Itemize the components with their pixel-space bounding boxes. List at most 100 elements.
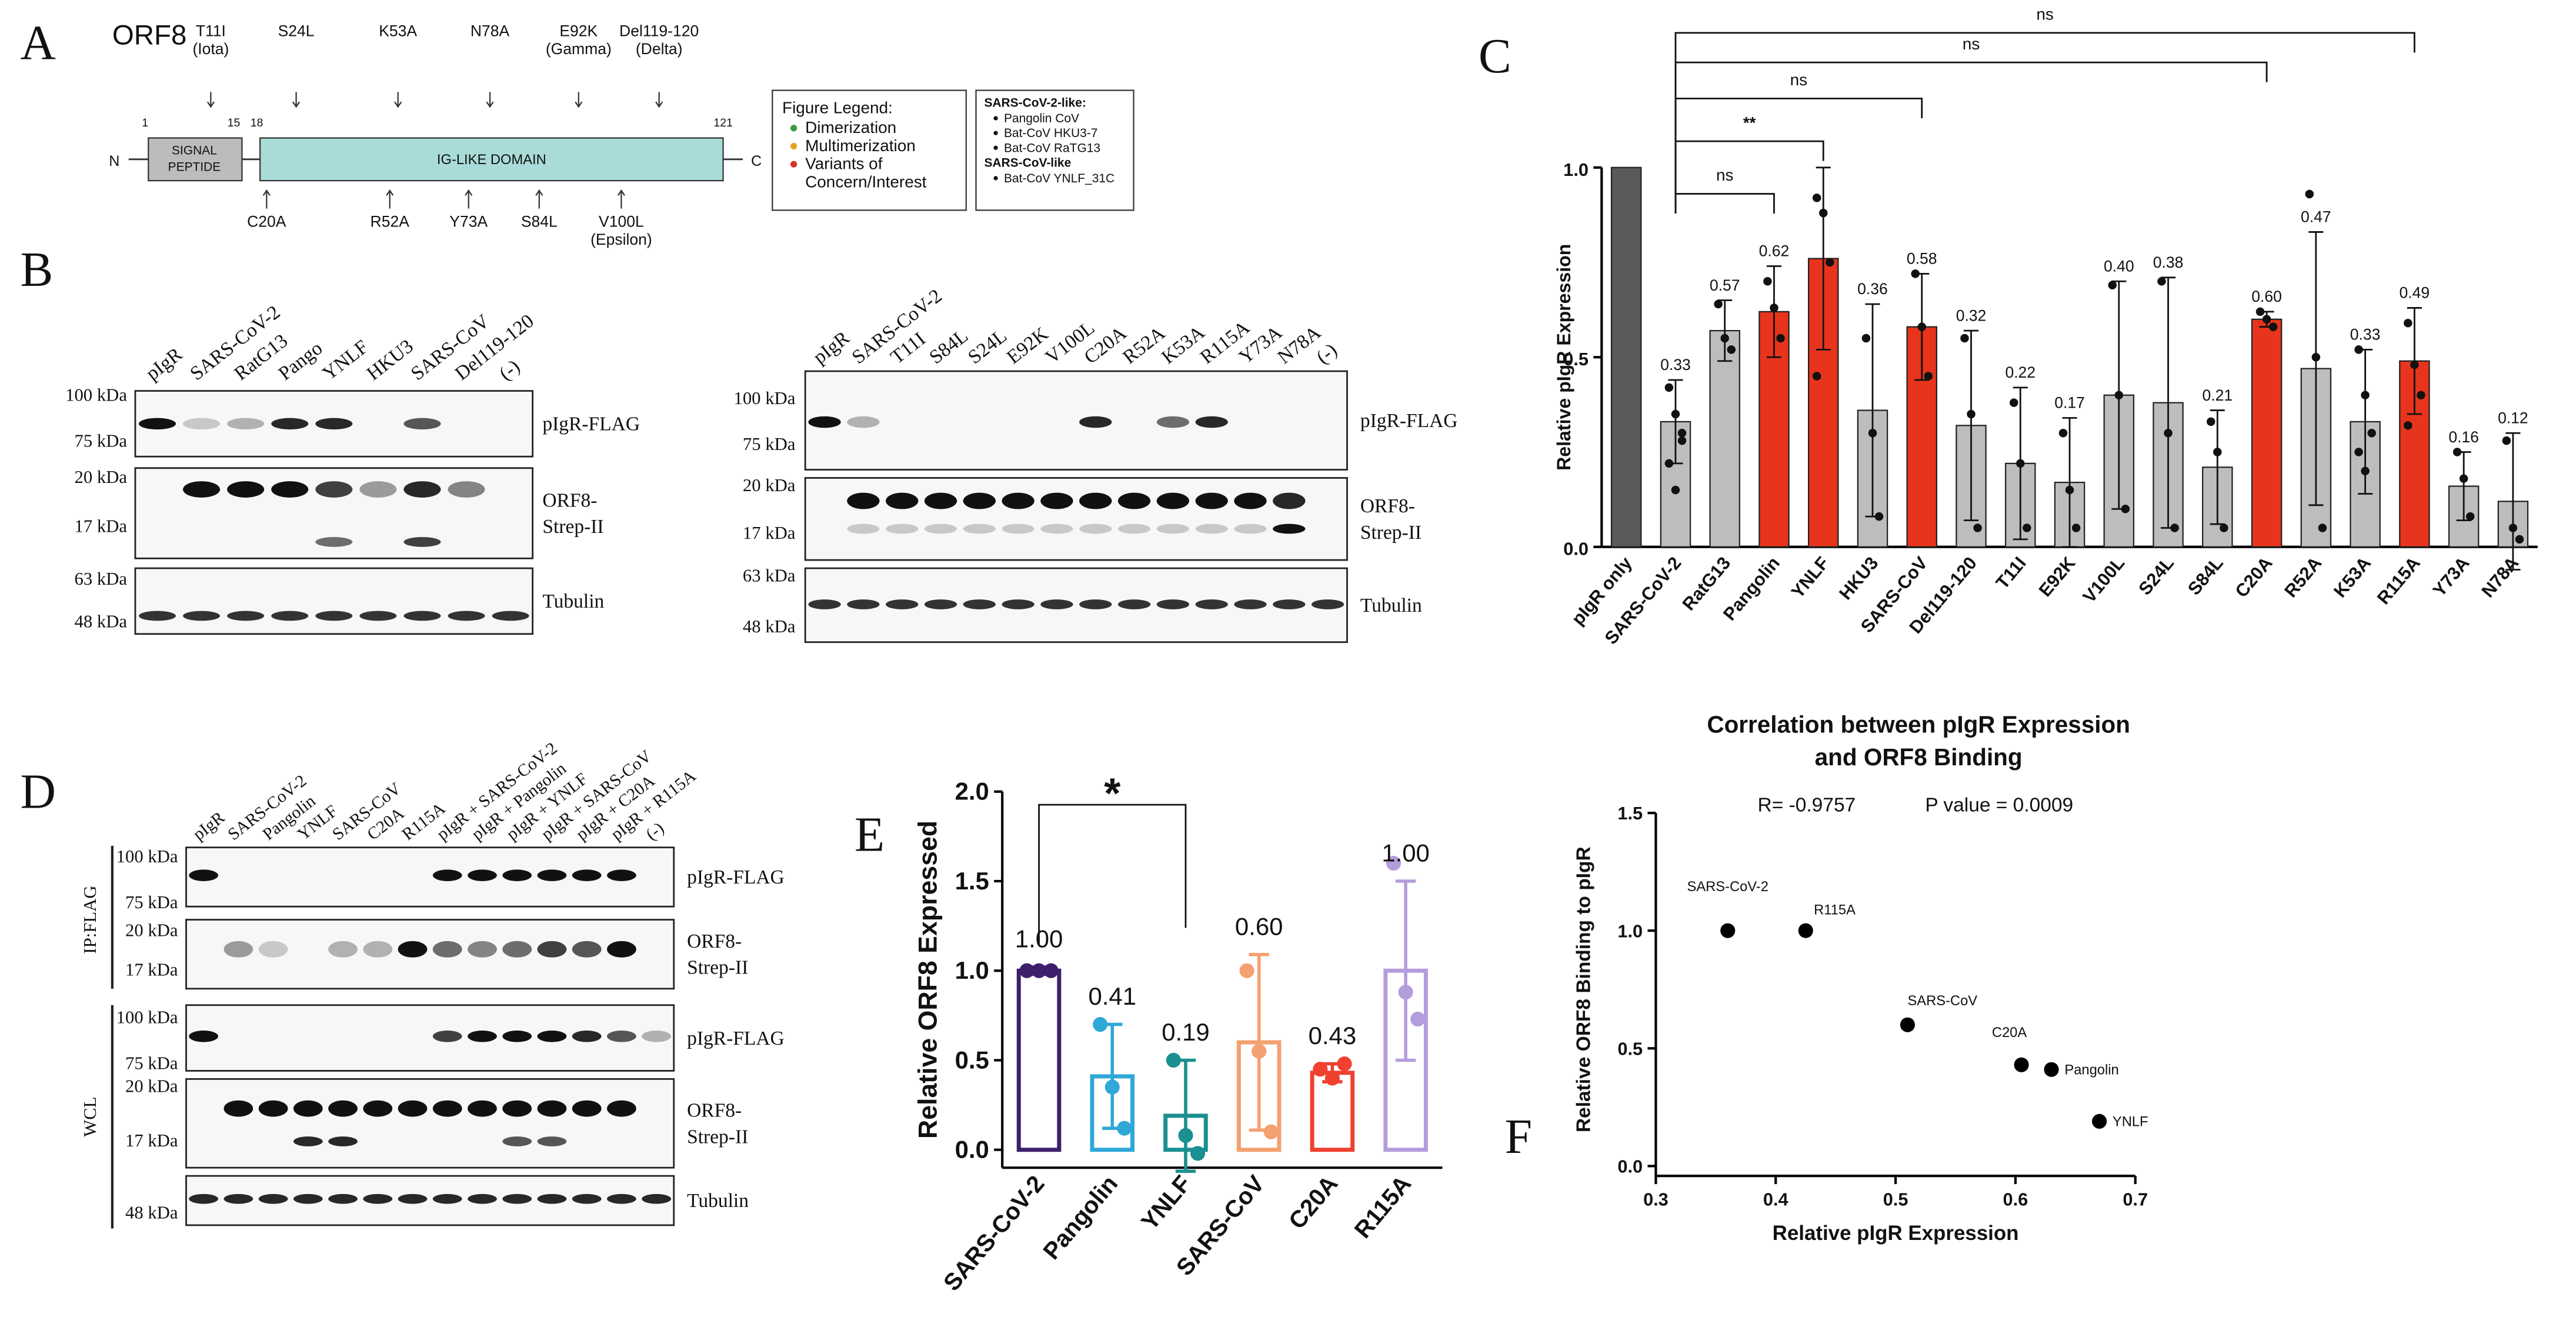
mutation-label: T11I: [196, 22, 226, 39]
row-label: pIgR-FLAG: [542, 414, 640, 435]
legend-text: Variants of: [805, 155, 883, 173]
point-label: C20A: [1992, 1025, 2027, 1041]
mutation-label: Del119-120: [619, 22, 699, 39]
band: [607, 1193, 636, 1204]
y-tick-label: 1.0: [1617, 921, 1643, 941]
arrow-head: [486, 101, 494, 108]
row-label: Tubulin: [542, 591, 604, 612]
data-point: [1019, 963, 1035, 978]
data-point: [1190, 1146, 1206, 1161]
side-label: WCL: [80, 1097, 100, 1137]
band: [223, 1193, 253, 1204]
residue-number: 15: [228, 116, 241, 129]
data-point: [1714, 299, 1723, 309]
row-label: Strep-II: [1360, 522, 1422, 544]
row-label: Strep-II: [687, 957, 748, 979]
band: [1195, 599, 1228, 609]
band: [363, 1100, 393, 1117]
band: [183, 481, 221, 498]
significance-label: ns: [1790, 71, 1807, 89]
data-point: [2023, 524, 2031, 532]
value-label: 0.62: [1759, 242, 1790, 260]
data-point: [2508, 524, 2518, 532]
x-tick-label: 0.6: [2003, 1189, 2028, 1209]
data-point: [1117, 1121, 1132, 1136]
data-point: [1239, 963, 1254, 978]
band: [468, 869, 497, 881]
residue-number: 1: [142, 116, 148, 129]
data-point: [1967, 409, 1976, 419]
data-point: [1818, 208, 1828, 218]
band: [607, 1031, 636, 1042]
band: [502, 1031, 532, 1042]
value-label: 0.21: [2203, 386, 2233, 404]
side-label: IP:FLAG: [80, 886, 100, 954]
data-point: [2502, 436, 2511, 445]
band: [1002, 492, 1035, 509]
data-point: [1677, 429, 1687, 438]
band: [403, 481, 441, 498]
band: [1117, 524, 1151, 534]
legend-bullet: [790, 161, 798, 168]
data-point: [2465, 512, 2475, 521]
band: [432, 1193, 462, 1204]
bar: [1610, 166, 1642, 548]
kda-marker: 20 kDa: [125, 1076, 178, 1096]
band: [537, 941, 567, 958]
value-label: 0.19: [1162, 1018, 1210, 1046]
band: [189, 1193, 219, 1204]
stat-annotation: P value = 0.0009: [1925, 794, 2073, 816]
value-label: 0.60: [1235, 912, 1283, 940]
band: [432, 869, 462, 881]
legend-title: Figure Legend:: [782, 99, 893, 117]
x-tick-label: 0.5: [1883, 1189, 1908, 1209]
kda-marker: 48 kDa: [125, 1203, 178, 1223]
band: [537, 1193, 567, 1204]
y-tick-label: 0.0: [955, 1136, 989, 1163]
residue-number: 18: [251, 116, 263, 129]
x-tick-label: 0.3: [1643, 1189, 1669, 1209]
data-point: [2255, 307, 2265, 316]
mutation-label: K53A: [379, 22, 417, 39]
band: [432, 1100, 462, 1117]
data-point: [2417, 391, 2425, 400]
value-label: 0.12: [2498, 409, 2528, 427]
band: [1040, 599, 1073, 609]
band: [183, 611, 221, 621]
data-point: [2157, 277, 2166, 286]
data-point: [2108, 281, 2117, 289]
data-point: [2009, 398, 2018, 407]
band: [1156, 599, 1189, 609]
value-label: 0.38: [2153, 254, 2184, 271]
band: [359, 611, 397, 621]
terminus: N: [109, 153, 119, 169]
data-point: [1826, 258, 1834, 267]
data-point: [2268, 322, 2278, 331]
band: [398, 941, 428, 958]
value-label: 0.17: [2054, 394, 2085, 412]
y-tick-label: 1.5: [1617, 803, 1643, 823]
arrow-head: [535, 189, 543, 196]
arrow-head: [262, 189, 271, 196]
band: [1117, 599, 1151, 609]
row-label: ORF8-: [687, 931, 742, 952]
data-point: [1798, 923, 1813, 938]
data-point: [1720, 923, 1736, 938]
data-point: [1664, 383, 1674, 392]
value-label: 1.00: [1382, 839, 1430, 867]
point-label: SARS-CoV-2: [1687, 879, 1769, 895]
band: [572, 1193, 602, 1204]
data-point: [1671, 485, 1680, 495]
data-point: [2164, 429, 2173, 438]
band: [1195, 492, 1228, 509]
kda-marker: 75 kDa: [743, 434, 796, 454]
data-point: [2459, 474, 2468, 483]
data-point: [2361, 466, 2370, 476]
point-label: Pangolin: [2064, 1063, 2118, 1078]
arrow-head: [394, 101, 402, 108]
y-tick-label: 1.0: [1563, 159, 1589, 180]
band: [227, 611, 265, 621]
y-tick-label: 2.0: [955, 778, 989, 805]
band: [432, 941, 462, 958]
